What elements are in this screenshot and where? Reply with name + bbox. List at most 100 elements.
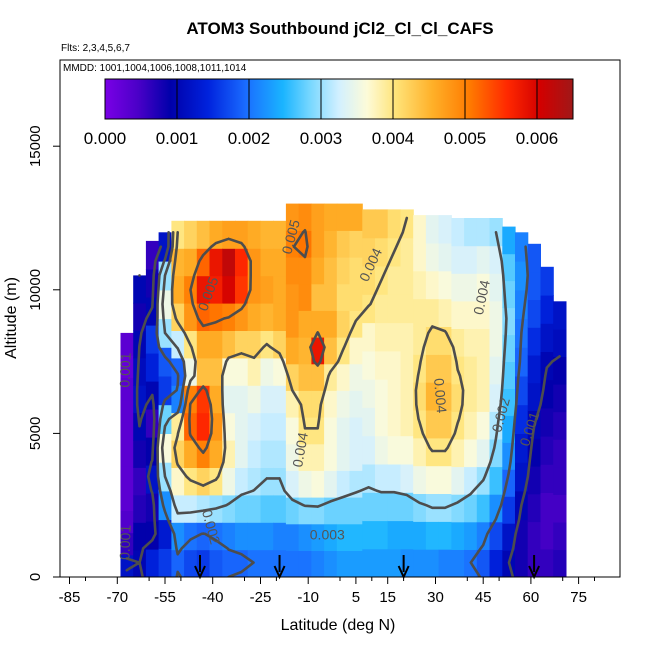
heatmap-cell — [311, 497, 325, 525]
heatmap-cell — [425, 270, 440, 300]
heatmap-cell — [451, 521, 465, 550]
heatmap-cell — [285, 283, 300, 311]
heatmap-cell — [464, 300, 478, 329]
heatmap-cell — [120, 510, 134, 534]
heatmap-cell — [464, 218, 478, 247]
heatmap-cell — [120, 355, 134, 378]
heatmap-cell — [120, 443, 134, 467]
heatmap-cell — [285, 230, 300, 258]
heatmap-cell — [336, 203, 351, 231]
heatmap-cell — [362, 322, 376, 352]
heatmap-cell — [349, 283, 363, 311]
heatmap-cell — [375, 379, 389, 408]
heatmap-cell — [184, 494, 198, 523]
heatmap-cell — [362, 492, 376, 522]
heatmap-cell — [171, 357, 185, 386]
heatmap-cell — [336, 283, 351, 311]
heatmap-cell — [438, 326, 452, 355]
x-tick-label: -10 — [297, 589, 319, 606]
heatmap-cell — [362, 379, 376, 408]
heatmap-cell — [196, 275, 211, 304]
heatmap-cell — [247, 220, 261, 249]
heatmap-cell — [247, 357, 261, 386]
heatmap-cell — [400, 463, 414, 493]
heatmap-cell — [324, 550, 338, 577]
heatmap-cell — [311, 550, 325, 577]
heatmap-cell — [375, 350, 389, 380]
heatmap-cell — [362, 548, 376, 577]
y-tick-label: 0 — [27, 573, 44, 581]
heatmap-cell — [527, 382, 541, 411]
heatmap-cell — [489, 521, 503, 550]
heatmap-cell — [247, 412, 261, 441]
heatmap-cell — [298, 443, 312, 471]
heatmap-cell — [298, 470, 312, 498]
heatmap-cell — [400, 237, 414, 267]
contour-line — [155, 231, 529, 577]
heatmap-cell — [311, 283, 325, 311]
heatmap-cell — [387, 463, 401, 493]
heatmap-cell — [400, 407, 414, 437]
heatmap-cell — [285, 550, 300, 577]
heatmap-cell — [235, 248, 249, 277]
x-tick-label: -55 — [154, 589, 176, 606]
heatmap-cell — [553, 411, 567, 440]
heatmap-cell — [476, 300, 491, 329]
heatmap-cell — [120, 399, 134, 423]
y-axis: 0 5000 10000 15000 — [27, 125, 60, 581]
heatmap-cell — [400, 350, 414, 380]
heatmap-cell — [387, 209, 401, 239]
heatmap-cell — [311, 203, 325, 231]
heatmap-cell — [273, 248, 287, 277]
heatmap-cell — [158, 347, 172, 377]
heatmap-cell — [196, 412, 211, 441]
heatmap-cell — [375, 548, 389, 577]
heatmap-cell — [145, 549, 160, 577]
heatmap-cell — [438, 521, 452, 550]
heatmap-cell — [489, 438, 503, 468]
heatmap-cell — [349, 363, 363, 391]
heatmap-cell — [464, 466, 478, 495]
heatmap-cell — [285, 470, 300, 498]
heatmap-cell — [311, 523, 325, 551]
heatmap-cell — [375, 322, 389, 352]
heatmap-cell — [324, 443, 338, 471]
heatmap-cell — [209, 275, 223, 304]
heatmap-cell — [222, 330, 236, 359]
heatmap-cell — [222, 248, 236, 277]
heatmap-cell — [260, 303, 274, 331]
heatmap-cell — [336, 230, 351, 258]
heatmap-cell — [298, 203, 312, 231]
x-tick-label: -85 — [59, 589, 81, 606]
heatmap-cell — [324, 310, 338, 338]
heatmap-cell — [502, 496, 516, 524]
heatmap-cell — [133, 439, 147, 468]
colorbar-tick-label: 0.004 — [372, 129, 415, 148]
heatmap-cell — [375, 435, 389, 465]
heatmap-cell — [413, 493, 427, 522]
contour-line — [188, 229, 326, 454]
heatmap-cell — [464, 356, 478, 385]
heatmap-cell — [171, 467, 185, 496]
heatmap-cell — [387, 350, 401, 380]
heatmap-cell — [247, 330, 261, 359]
heatmap-cell — [158, 289, 172, 320]
heatmap-cell — [184, 549, 198, 577]
heatmap-cell — [489, 273, 503, 302]
x-tick-label: -70 — [106, 589, 128, 606]
heatmap-cell — [133, 302, 147, 331]
heatmap-cell — [120, 466, 134, 489]
heatmap-cell — [375, 463, 389, 493]
heatmap-cell — [133, 275, 147, 304]
heatmap-cell — [540, 548, 554, 577]
heatmap-cells — [120, 203, 567, 577]
heatmap-cell — [260, 467, 274, 496]
heatmap-cell — [476, 218, 491, 247]
heatmap-cell — [438, 410, 452, 439]
y-tick-label: 5000 — [27, 417, 44, 450]
heatmap-cell — [349, 497, 363, 525]
heatmap-cell — [247, 385, 261, 414]
heatmap-cell — [222, 275, 236, 304]
heatmap-cell — [464, 438, 478, 468]
